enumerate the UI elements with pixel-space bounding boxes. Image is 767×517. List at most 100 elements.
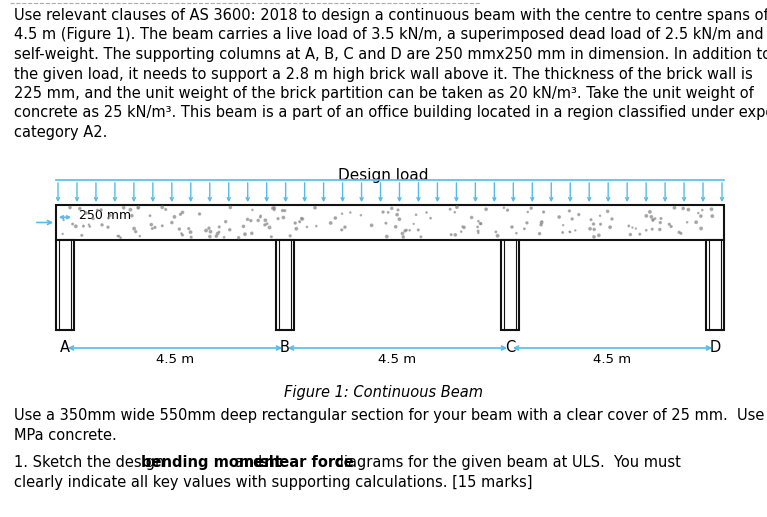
Point: [510, 229, 522, 237]
Point: [309, 204, 321, 212]
Point: [212, 230, 224, 238]
Point: [144, 211, 156, 220]
Point: [451, 203, 463, 211]
Point: [455, 227, 467, 236]
Point: [449, 231, 462, 239]
Polygon shape: [56, 205, 724, 240]
Point: [310, 222, 322, 230]
Point: [498, 204, 510, 212]
Text: self-weight. The supporting columns at A, B, C and D are 250 mmx250 mm in dimens: self-weight. The supporting columns at A…: [14, 47, 767, 62]
Point: [407, 220, 420, 228]
Point: [224, 203, 236, 211]
Point: [564, 228, 576, 236]
Point: [584, 225, 596, 233]
Point: [255, 211, 267, 220]
Point: [563, 207, 575, 215]
Point: [391, 210, 403, 219]
Text: C: C: [505, 340, 515, 355]
Point: [149, 223, 161, 232]
Point: [263, 223, 275, 232]
Point: [623, 222, 635, 230]
Point: [290, 224, 302, 233]
Point: [111, 232, 123, 240]
Point: [91, 206, 104, 214]
Point: [104, 211, 116, 220]
Point: [458, 223, 470, 232]
Point: [410, 210, 422, 219]
Point: [400, 226, 413, 234]
Text: concrete as 25 kN/m³. This beam is a part of an office building located in a reg: concrete as 25 kN/m³. This beam is a par…: [14, 105, 767, 120]
Point: [475, 220, 487, 228]
Point: [224, 225, 236, 234]
Text: MPa concrete.: MPa concrete.: [14, 428, 117, 443]
Point: [76, 231, 88, 239]
Point: [156, 222, 169, 230]
Point: [219, 218, 232, 226]
Point: [70, 222, 82, 231]
Polygon shape: [706, 240, 724, 330]
Point: [535, 218, 548, 226]
Point: [601, 207, 614, 216]
Text: bending moment: bending moment: [141, 455, 281, 470]
Point: [324, 219, 337, 227]
Point: [690, 218, 703, 226]
Point: [339, 223, 351, 231]
Point: [278, 206, 291, 215]
Point: [232, 234, 245, 242]
Point: [117, 204, 130, 212]
Point: [677, 204, 690, 212]
Text: 4.5 m (Figure 1). The beam carries a live load of 3.5 kN/m, a superimposed dead : 4.5 m (Figure 1). The beam carries a liv…: [14, 27, 767, 42]
Point: [57, 230, 69, 238]
Point: [522, 208, 534, 216]
Text: 250 mm: 250 mm: [79, 209, 131, 222]
Point: [673, 228, 685, 236]
Point: [80, 209, 92, 217]
Point: [557, 229, 569, 237]
Point: [480, 205, 492, 214]
Point: [218, 233, 230, 241]
Text: Figure 1: Continuous Beam: Figure 1: Continuous Beam: [284, 385, 482, 400]
Point: [518, 225, 531, 233]
Point: [505, 223, 518, 231]
Text: Design load: Design load: [337, 168, 428, 183]
Point: [95, 206, 107, 214]
Point: [87, 215, 99, 223]
Point: [258, 221, 271, 229]
Point: [536, 217, 548, 225]
Point: [133, 232, 146, 240]
Point: [535, 221, 547, 229]
Point: [175, 230, 187, 238]
Point: [566, 215, 578, 223]
Point: [557, 221, 569, 230]
Point: [472, 217, 485, 225]
Point: [588, 220, 600, 228]
Text: 4.5 m: 4.5 m: [378, 353, 416, 366]
Point: [336, 209, 348, 218]
Point: [265, 233, 278, 241]
Point: [242, 215, 254, 223]
Point: [525, 204, 538, 212]
Point: [492, 232, 504, 240]
Point: [173, 225, 186, 233]
Point: [412, 226, 424, 234]
Point: [564, 227, 576, 236]
Point: [132, 204, 144, 212]
Point: [472, 227, 484, 235]
Point: [585, 216, 597, 224]
Text: diagrams for the given beam at ULS.  You must: diagrams for the given beam at ULS. You …: [330, 455, 681, 470]
Point: [377, 208, 389, 216]
Point: [239, 230, 251, 238]
Point: [365, 221, 377, 230]
Point: [449, 208, 461, 217]
Point: [444, 205, 456, 214]
Point: [706, 212, 719, 220]
Point: [245, 229, 258, 237]
Point: [466, 214, 478, 222]
Point: [502, 206, 514, 214]
Point: [420, 208, 433, 217]
Point: [252, 216, 265, 224]
Point: [200, 226, 212, 235]
Point: [289, 219, 301, 227]
Point: [146, 224, 159, 233]
Point: [588, 233, 600, 241]
